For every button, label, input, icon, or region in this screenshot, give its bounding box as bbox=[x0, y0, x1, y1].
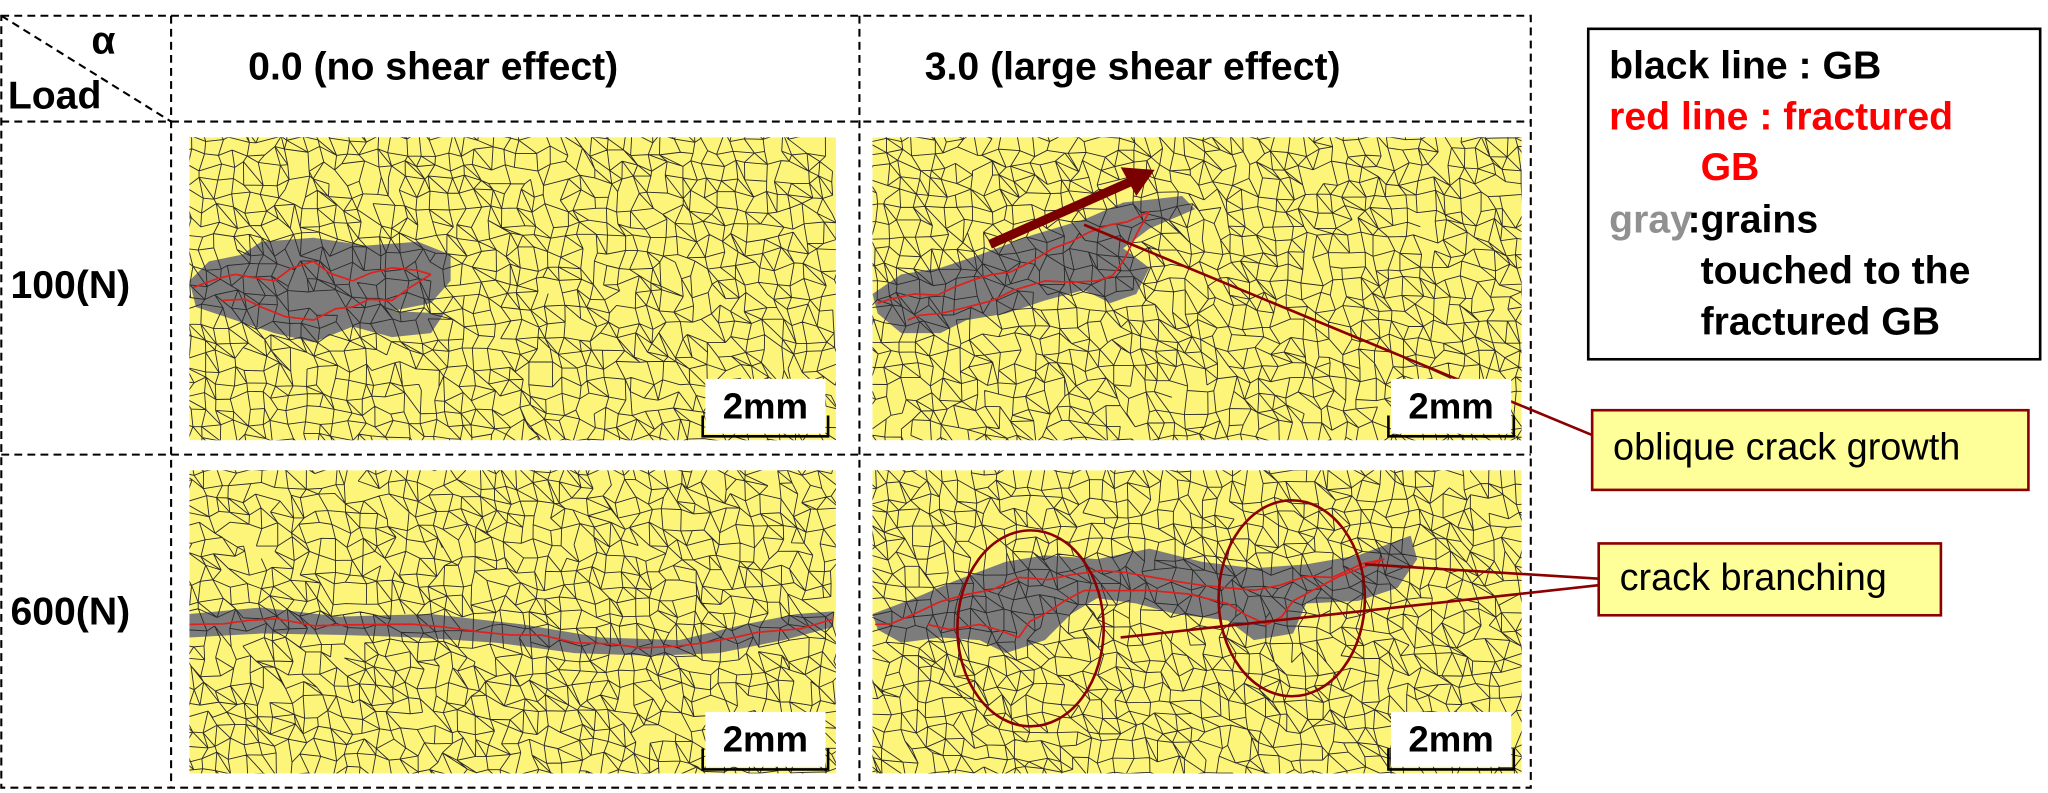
legend-text: fractured GB bbox=[1701, 300, 1940, 343]
column-header: 3.0 (large shear effect) bbox=[925, 46, 1341, 89]
legend-text: black line : GB bbox=[1609, 44, 1881, 87]
column-header: 0.0 (no shear effect) bbox=[248, 46, 618, 89]
scale-bar-label: 2mm bbox=[723, 719, 808, 760]
row-label: 100(N) bbox=[10, 264, 130, 307]
legend-text: grains bbox=[1701, 198, 1819, 241]
scale-bar-label: 2mm bbox=[1408, 719, 1493, 760]
legend-text: GB bbox=[1701, 146, 1760, 189]
load-label: Load bbox=[8, 74, 102, 117]
scale-bar-label: 2mm bbox=[1408, 386, 1493, 427]
callout-text: crack branching bbox=[1620, 557, 1887, 599]
callout-text: oblique crack growth bbox=[1613, 426, 1960, 468]
legend-text: : bbox=[1688, 198, 1701, 241]
scale-bar-label: 2mm bbox=[723, 386, 808, 427]
legend-text: touched to the bbox=[1701, 249, 1971, 292]
figure: α Load 0.0 (no shear effect) 3.0 (large … bbox=[0, 0, 2048, 793]
legend-text: gray bbox=[1609, 198, 1692, 241]
row-label: 600(N) bbox=[10, 590, 130, 633]
legend-text: red line : fractured bbox=[1609, 95, 1953, 138]
alpha-label: α bbox=[91, 20, 115, 63]
page: α Load 0.0 (no shear effect) 3.0 (large … bbox=[0, 0, 2048, 793]
